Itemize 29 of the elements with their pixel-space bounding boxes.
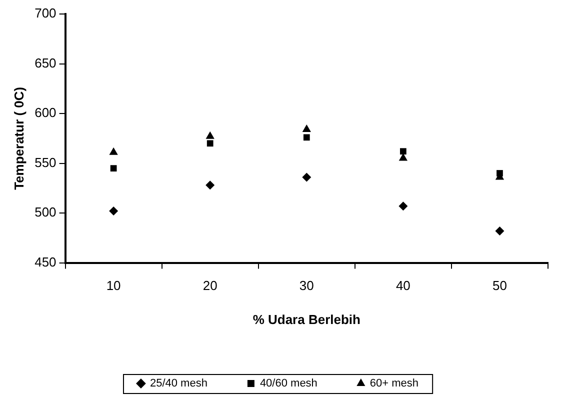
point <box>206 131 214 139</box>
y-tick-label: 550 <box>34 154 56 170</box>
x-tick-label: 40 <box>396 278 410 294</box>
point <box>206 140 214 147</box>
legend-label: 25/40 mesh <box>150 378 208 390</box>
x-axis-title: % Udara Berlebih <box>252 312 361 327</box>
y-tick-label: 600 <box>34 105 56 120</box>
point <box>303 134 310 141</box>
y-tick-label: 650 <box>34 55 56 70</box>
y-tick-label: 700 <box>34 6 56 21</box>
point <box>495 226 504 236</box>
legend-label: 40/60 mesh <box>260 378 318 390</box>
x-tick-label: 30 <box>299 278 314 294</box>
point <box>302 172 312 182</box>
point <box>398 202 408 211</box>
point <box>496 170 503 176</box>
legend-label: 60+ mesh <box>370 378 419 390</box>
x-tick-label: 20 <box>202 278 218 294</box>
y-axis-title: Temperatur ( 0C) <box>11 86 26 190</box>
point <box>400 148 406 155</box>
point <box>109 206 118 216</box>
point <box>110 165 117 172</box>
y-tick-label: 450 <box>34 254 56 270</box>
point <box>302 124 311 132</box>
point <box>206 180 215 190</box>
x-tick-label: 10 <box>106 278 121 294</box>
point <box>109 147 118 155</box>
x-tick-label: 50 <box>492 278 507 294</box>
y-tick-label: 500 <box>34 204 56 220</box>
